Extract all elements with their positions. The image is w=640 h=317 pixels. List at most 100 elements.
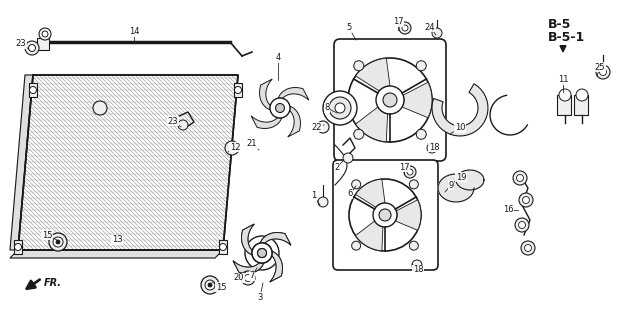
Circle shape [402,25,408,31]
Text: 4: 4 [275,54,280,62]
Circle shape [404,166,416,178]
Circle shape [42,31,48,37]
Bar [219,240,227,254]
Circle shape [416,61,426,71]
Text: 8: 8 [324,103,330,113]
Circle shape [515,218,529,232]
Polygon shape [251,116,282,128]
Circle shape [399,22,411,34]
Text: 16: 16 [502,205,513,215]
Circle shape [56,240,60,244]
Circle shape [412,260,422,270]
Text: 25: 25 [595,62,605,72]
Circle shape [25,41,39,55]
Circle shape [329,97,351,119]
Polygon shape [233,261,264,274]
Text: B-5: B-5 [548,18,572,31]
Text: 10: 10 [455,124,465,133]
Text: 1: 1 [312,191,317,200]
Circle shape [516,174,524,182]
Polygon shape [456,170,484,190]
Circle shape [245,236,279,270]
Text: 23: 23 [168,117,179,126]
Circle shape [257,249,266,257]
Circle shape [244,275,252,281]
Text: 14: 14 [129,28,140,36]
Circle shape [178,120,188,130]
Text: 11: 11 [557,75,568,85]
Circle shape [225,141,239,155]
Text: B-5-1: B-5-1 [548,31,585,44]
Text: 23: 23 [16,40,26,49]
Circle shape [49,233,67,251]
Circle shape [15,243,22,250]
Bar [234,83,242,97]
Polygon shape [260,233,291,245]
Circle shape [522,197,529,204]
Circle shape [335,103,345,113]
Text: 2: 2 [334,163,340,171]
Text: 22: 22 [312,122,323,132]
Text: 3: 3 [257,293,262,301]
Text: 5: 5 [346,23,351,33]
Polygon shape [402,82,432,118]
Text: 24: 24 [425,23,435,31]
Circle shape [208,283,212,287]
Circle shape [220,243,227,250]
Polygon shape [233,261,264,274]
Circle shape [373,203,397,227]
Bar [574,95,588,115]
Circle shape [252,243,272,263]
Circle shape [376,86,404,114]
Circle shape [600,68,607,75]
FancyBboxPatch shape [334,39,446,161]
Circle shape [241,271,255,285]
Polygon shape [270,251,282,282]
Polygon shape [432,84,488,136]
Text: 15: 15 [42,230,52,240]
Bar [29,83,37,97]
Polygon shape [355,179,385,207]
Polygon shape [10,75,33,250]
Text: 6: 6 [348,190,353,198]
Bar [37,38,49,50]
Text: 21: 21 [247,139,257,148]
Circle shape [53,237,63,247]
Circle shape [318,197,328,207]
Circle shape [234,87,241,94]
Polygon shape [278,87,309,100]
Text: 13: 13 [112,236,122,244]
Polygon shape [260,233,291,245]
Circle shape [513,171,527,185]
Circle shape [576,89,588,101]
Text: 20: 20 [234,274,244,282]
Circle shape [354,61,364,71]
Text: FR.: FR. [44,278,62,288]
Circle shape [427,143,437,153]
Polygon shape [356,107,388,142]
Text: 15: 15 [216,282,227,292]
Polygon shape [438,174,474,202]
Circle shape [559,89,571,101]
Polygon shape [288,106,300,137]
Circle shape [521,241,535,255]
Circle shape [29,44,35,51]
Polygon shape [396,200,421,230]
Circle shape [416,129,426,139]
Circle shape [351,180,361,189]
Circle shape [29,87,36,94]
Circle shape [596,65,610,79]
Circle shape [205,280,215,290]
Circle shape [525,244,531,251]
Text: 9: 9 [449,180,454,190]
Polygon shape [355,221,383,251]
Text: 19: 19 [456,172,467,182]
Circle shape [39,28,51,40]
Circle shape [354,129,364,139]
Circle shape [257,249,266,257]
Circle shape [201,276,219,294]
Polygon shape [241,224,254,255]
FancyBboxPatch shape [333,160,438,270]
Circle shape [323,91,357,125]
Circle shape [351,241,361,250]
